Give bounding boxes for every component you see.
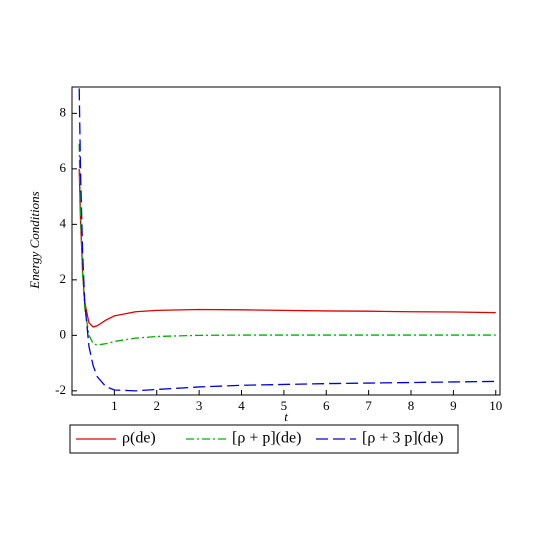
x-axis-label: t <box>284 409 288 424</box>
x-tick-label: 6 <box>323 398 330 413</box>
series-line <box>78 143 496 346</box>
x-tick-label: 8 <box>408 398 415 413</box>
x-tick-label: 4 <box>238 398 245 413</box>
legend-label: [ρ + p](de) <box>232 430 301 447</box>
y-tick-label: 6 <box>60 160 67 175</box>
x-tick-label: 10 <box>489 398 502 413</box>
y-tick-label: 4 <box>60 215 67 230</box>
y-tick-label: -2 <box>55 382 66 397</box>
y-tick-label: 2 <box>60 271 67 286</box>
x-tick-label: 2 <box>154 398 161 413</box>
legend-box <box>69 424 459 454</box>
legend-label: [ρ + 3 p](de) <box>362 430 443 447</box>
plot-frame <box>71 86 501 396</box>
x-tick-label: 3 <box>196 398 203 413</box>
y-tick-label: 8 <box>60 104 67 119</box>
x-tick-label: 9 <box>450 398 457 413</box>
x-tick-label: 1 <box>111 398 118 413</box>
series-line <box>78 88 496 392</box>
y-tick-label: 0 <box>60 326 67 341</box>
legend-label: ρ(de) <box>122 430 156 447</box>
y-axis-label: Energy Conditions <box>27 191 42 289</box>
x-tick-label: 5 <box>281 398 288 413</box>
x-tick-label: 7 <box>365 398 372 413</box>
